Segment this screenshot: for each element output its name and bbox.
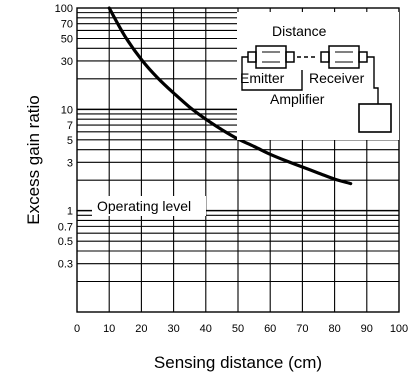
- x-axis-label: Sensing distance (cm): [154, 353, 322, 372]
- operating-level-label: Operating level: [97, 198, 191, 214]
- x-tick-label: 90: [361, 323, 373, 335]
- x-tick-label: 30: [167, 323, 179, 335]
- inset-amplifier-label: Amplifier: [270, 91, 325, 107]
- y-tick-label: 0.3: [58, 259, 73, 271]
- excess-gain-curve: [107, 6, 353, 186]
- y-tick-labels: 100 70 50 30 10 7 5 3 1 0.7 0.5 0.3: [55, 3, 73, 271]
- emitter-icon: [247, 45, 295, 69]
- inset-emitter-label: Emitter: [240, 70, 285, 86]
- x-tick-label: 70: [296, 323, 308, 335]
- x-tick-label: 0: [74, 323, 80, 335]
- y-tick-label: 3: [67, 157, 73, 169]
- inset-background: [237, 12, 399, 140]
- amplifier-box: [358, 103, 392, 133]
- inset-distance-label: Distance: [272, 23, 327, 39]
- y-tick-label: 100: [55, 3, 73, 15]
- operating-level-label-bg: [92, 196, 206, 216]
- plot-frame: [76, 7, 400, 313]
- x-tick-label: 10: [103, 323, 115, 335]
- y-tick-label: 30: [61, 56, 73, 68]
- receiver-wire: [367, 56, 379, 104]
- y-tick-label: 70: [61, 19, 73, 31]
- y-tick-label: 0.5: [58, 236, 73, 248]
- x-tick-label: 50: [232, 323, 244, 335]
- sensor-inset-diagram: Distance Emitter Receiver Amplifier: [237, 12, 399, 140]
- y-tick-label: 10: [61, 104, 73, 116]
- x-tick-label: 60: [264, 323, 276, 335]
- emitter-wire: [241, 56, 303, 91]
- x-tick-label: 100: [390, 323, 408, 335]
- y-axis-label: Excess gain ratio: [24, 95, 43, 224]
- x-tick-labels: 0 10 20 30 40 50 60 70 80 90 100: [74, 323, 408, 335]
- y-tick-label: 7: [67, 120, 73, 132]
- y-tick-label: 0.7: [58, 221, 73, 233]
- x-tick-label: 80: [328, 323, 340, 335]
- inset-receiver-label: Receiver: [309, 70, 365, 86]
- y-tick-label: 1: [67, 206, 73, 218]
- x-tick-label: 40: [200, 323, 212, 335]
- y-tick-label: 50: [61, 34, 73, 46]
- x-tick-label: 20: [135, 323, 147, 335]
- y-tick-label: 5: [67, 135, 73, 147]
